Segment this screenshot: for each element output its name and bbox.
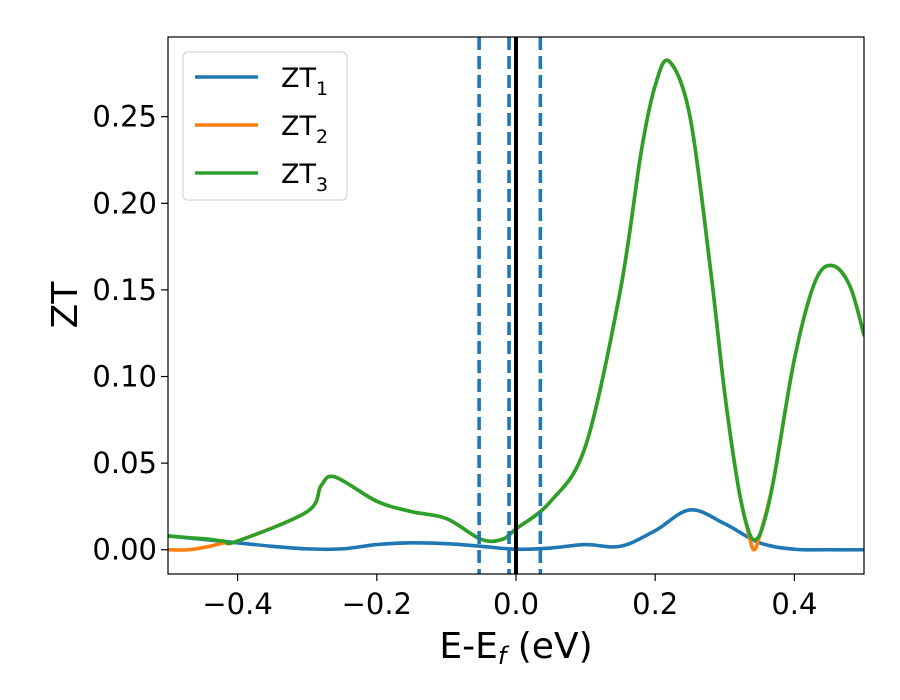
x-axis-label-main: E-E bbox=[439, 626, 497, 667]
x-tick-label: −0.4 bbox=[202, 587, 272, 621]
x-tick-label: 0.0 bbox=[493, 587, 539, 621]
plot-area bbox=[168, 37, 864, 574]
x-tick-label: 0.2 bbox=[632, 587, 678, 621]
legend: ZT1 ZT2 ZT3 bbox=[182, 51, 348, 201]
y-tick-label: 0.15 bbox=[92, 273, 157, 307]
x-axis-label-unit: (eV) bbox=[506, 626, 592, 667]
legend-label-zt1: ZT1 bbox=[281, 63, 328, 100]
x-tick-label: −0.2 bbox=[342, 587, 412, 621]
y-tick-label: 0.20 bbox=[92, 186, 157, 220]
vline-layer bbox=[477, 37, 543, 574]
x-axis-label: E-Ef (eV) bbox=[439, 626, 592, 670]
y-tick-label: 0.10 bbox=[92, 360, 157, 394]
legend-label-zt3: ZT3 bbox=[281, 159, 328, 196]
y-tick-label: 0.00 bbox=[92, 533, 157, 567]
x-axis: −0.4 −0.2 0.0 0.2 0.4 bbox=[202, 574, 817, 621]
legend-label-zt2: ZT2 bbox=[281, 111, 328, 148]
y-axis-label: ZT bbox=[45, 281, 86, 329]
y-tick-label: 0.05 bbox=[92, 446, 157, 480]
y-axis: 0.00 0.05 0.10 0.15 0.20 0.25 bbox=[92, 100, 168, 567]
series-line-zt3 bbox=[168, 58, 864, 546]
x-tick-label: 0.4 bbox=[771, 587, 817, 621]
legend-box bbox=[182, 51, 348, 201]
y-tick-label: 0.25 bbox=[92, 100, 157, 134]
